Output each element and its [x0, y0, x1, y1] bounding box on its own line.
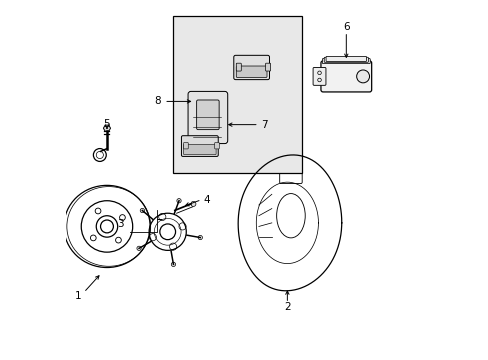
Text: 1: 1: [75, 291, 81, 301]
FancyBboxPatch shape: [324, 57, 367, 62]
Circle shape: [137, 246, 141, 251]
Text: 4: 4: [203, 195, 209, 204]
Circle shape: [177, 199, 181, 203]
Circle shape: [198, 235, 202, 240]
Text: 8: 8: [154, 96, 161, 107]
Circle shape: [171, 262, 175, 266]
Text: 6: 6: [342, 22, 349, 32]
FancyBboxPatch shape: [196, 100, 219, 130]
FancyBboxPatch shape: [236, 66, 266, 77]
FancyBboxPatch shape: [214, 143, 219, 149]
Ellipse shape: [276, 194, 305, 238]
FancyBboxPatch shape: [325, 57, 366, 62]
Circle shape: [140, 208, 144, 213]
Circle shape: [190, 202, 196, 206]
FancyBboxPatch shape: [322, 59, 369, 64]
FancyBboxPatch shape: [312, 67, 325, 85]
FancyBboxPatch shape: [320, 61, 371, 92]
FancyBboxPatch shape: [265, 63, 270, 71]
Text: 5: 5: [103, 119, 110, 129]
FancyBboxPatch shape: [236, 63, 241, 71]
FancyBboxPatch shape: [173, 16, 301, 173]
Circle shape: [356, 70, 369, 83]
FancyBboxPatch shape: [188, 91, 227, 144]
Text: 7: 7: [260, 120, 267, 130]
Text: 3: 3: [117, 219, 123, 229]
FancyBboxPatch shape: [183, 144, 216, 155]
FancyBboxPatch shape: [233, 55, 269, 80]
FancyBboxPatch shape: [181, 136, 218, 157]
Text: 2: 2: [284, 302, 290, 312]
Polygon shape: [103, 125, 110, 131]
FancyBboxPatch shape: [183, 143, 188, 149]
FancyBboxPatch shape: [279, 169, 302, 184]
